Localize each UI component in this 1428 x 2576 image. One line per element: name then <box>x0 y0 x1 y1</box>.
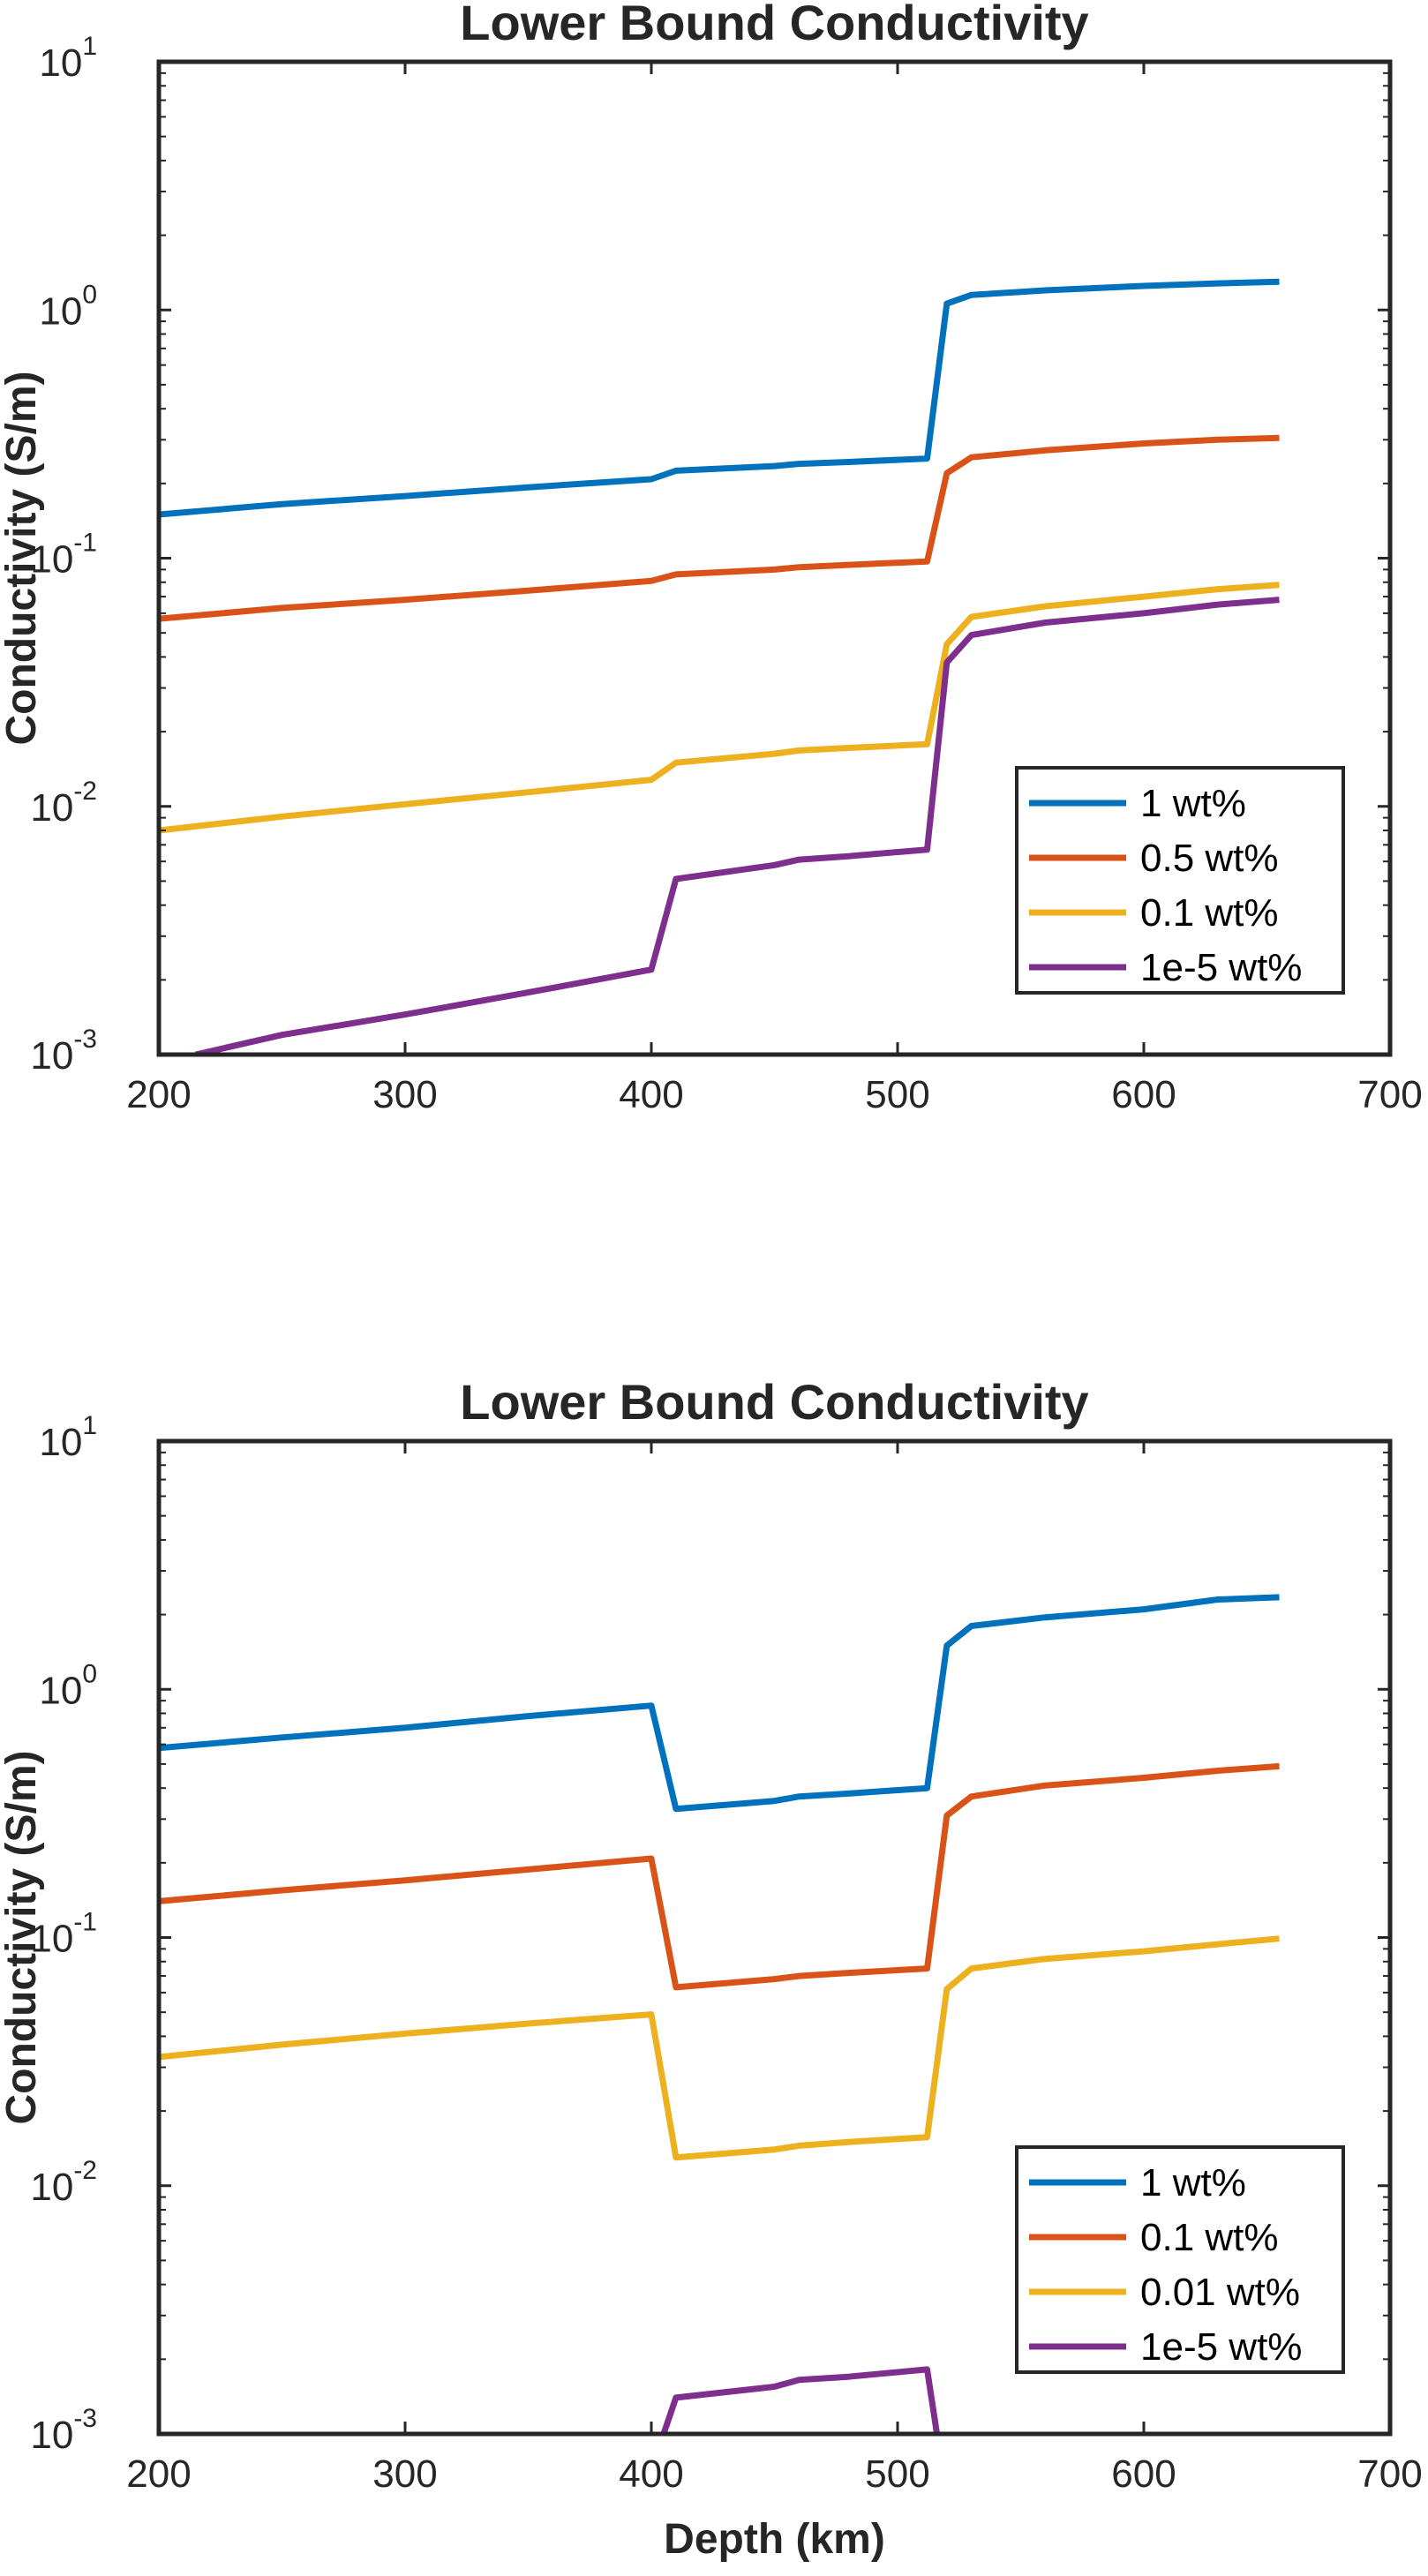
x-tick-label: 500 <box>865 2452 929 2496</box>
chart-title: Lower Bound Conductivity <box>460 0 1088 50</box>
x-axis-label: Depth (km) <box>664 2516 885 2563</box>
series-line-2 <box>159 1762 1280 1991</box>
series-line-4 <box>195 597 1280 1055</box>
series-line-1 <box>159 1594 1280 1813</box>
series-line-2 <box>159 434 1280 622</box>
x-tick-label: 300 <box>372 1073 437 1116</box>
x-tick-label: 200 <box>126 1073 191 1116</box>
y-tick-label: 10-3 <box>30 2404 97 2457</box>
legend-label: 1e-5 wt% <box>1140 946 1302 989</box>
x-tick-label: 600 <box>1111 1073 1176 1116</box>
legend-label: 0.5 wt% <box>1140 837 1279 880</box>
series-line-3 <box>159 582 1280 834</box>
legend: 1 wt% 0.1 wt% 0.01 wt% 1e-5 wt% <box>1015 2145 1345 2374</box>
x-tick-label: 300 <box>372 2452 437 2496</box>
y-tick-label: 100 <box>39 1659 97 1712</box>
legend-label: 0.1 wt% <box>1140 2216 1279 2259</box>
x-tick-label: 500 <box>865 1073 929 1116</box>
y-tick-label: 10-1 <box>30 529 97 582</box>
y-tick-label: 10-2 <box>30 777 97 830</box>
x-tick-label: 200 <box>126 2452 191 2496</box>
legend-label: 1e-5 wt% <box>1140 2325 1302 2369</box>
x-tick-label: 400 <box>619 1073 683 1116</box>
legend: 1 wt% 0.5 wt% 0.1 wt% 1e-5 wt% <box>1015 766 1345 995</box>
series-line-1 <box>159 278 1280 518</box>
chart-1: Lower Bound Conductivity 200 300 400 500 600 7… <box>0 0 1423 1116</box>
y-axis-label: Conductivity (S/m) <box>0 1750 45 2124</box>
series-line-3 <box>159 1935 1280 2161</box>
legend-label: 1 wt% <box>1140 2161 1246 2204</box>
legend-label: 0.01 wt% <box>1140 2271 1300 2314</box>
series-line-4 <box>660 2366 941 2434</box>
legend-label: 0.1 wt% <box>1140 891 1279 935</box>
y-tick-label: 100 <box>39 280 97 333</box>
y-tick-label: 10-3 <box>30 1025 97 1078</box>
chart-2: Lower Bound Conductivity 200 300 400 500 600 7… <box>0 1374 1423 2563</box>
y-axis-label: Conductivity (S/m) <box>0 371 45 745</box>
y-tick-label: 101 <box>39 1411 97 1464</box>
legend-label: 1 wt% <box>1140 782 1246 825</box>
chart-title: Lower Bound Conductivity <box>460 1374 1088 1430</box>
y-tick-label: 101 <box>39 32 97 85</box>
x-tick-label: 400 <box>619 2452 683 2496</box>
x-tick-label: 600 <box>1111 2452 1176 2496</box>
y-tick-label: 10-2 <box>30 2156 97 2209</box>
x-tick-label: 700 <box>1357 2452 1422 2496</box>
y-tick-label: 10-1 <box>30 1908 97 1961</box>
x-tick-label: 700 <box>1357 1073 1422 1116</box>
